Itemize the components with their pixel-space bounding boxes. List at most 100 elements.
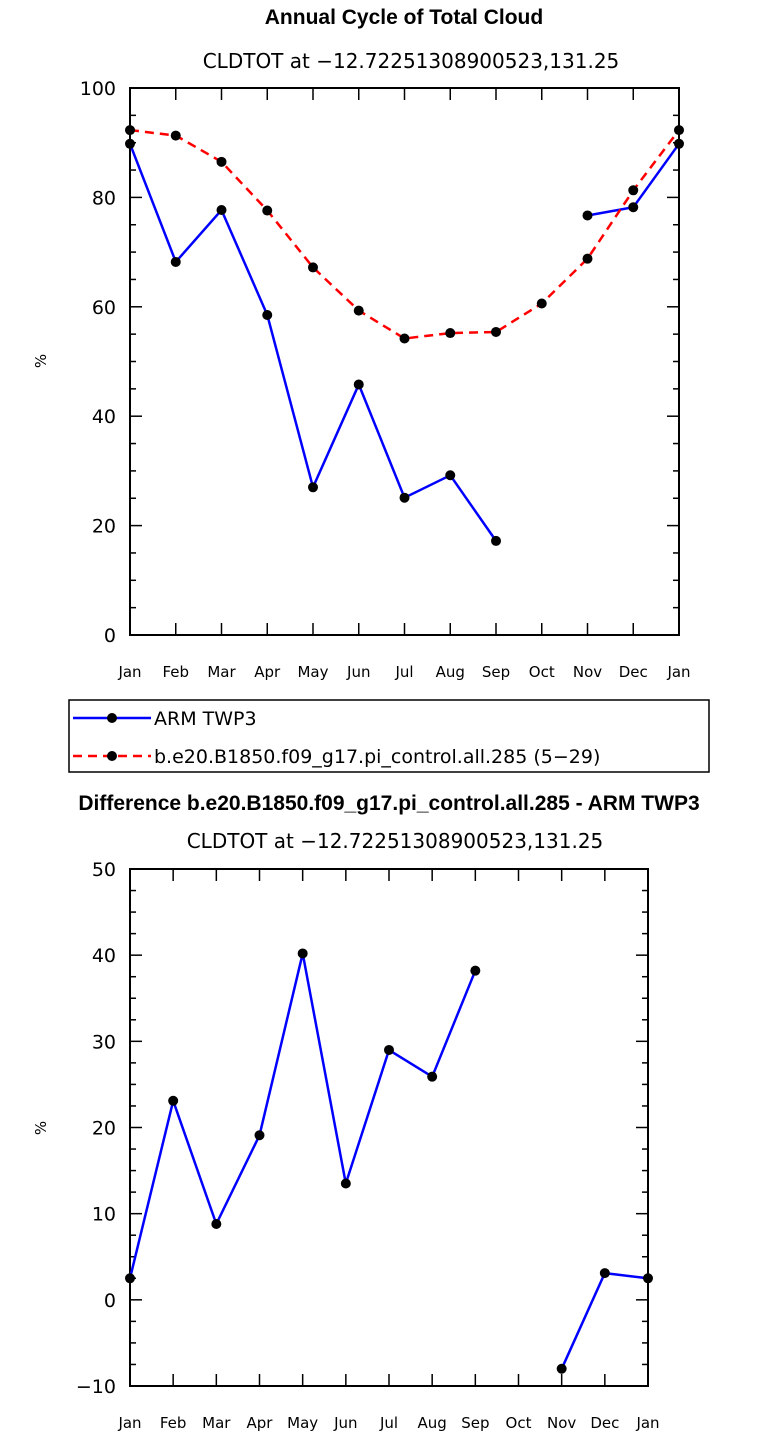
legend-marker-model <box>107 751 117 761</box>
x-tick-label: Apr <box>247 1414 274 1432</box>
data-point <box>125 138 135 149</box>
data-point <box>536 298 547 309</box>
series-group <box>125 948 653 1374</box>
x-tick-label: Jan <box>117 1414 141 1432</box>
data-point <box>170 256 181 267</box>
data-point <box>445 470 456 481</box>
chart-subtitle: CLDTOT at −12.72251308900523,131.25 <box>187 829 604 853</box>
plot-frame <box>129 868 649 1387</box>
data-point <box>628 185 639 196</box>
data-point <box>674 125 684 136</box>
data-point <box>353 379 364 390</box>
x-tick-label: Mar <box>202 1414 231 1432</box>
data-point <box>470 965 481 976</box>
y-tick-label: 60 <box>92 297 116 319</box>
data-point <box>125 1273 135 1284</box>
data-point <box>353 305 364 316</box>
data-point <box>308 262 318 273</box>
data-point <box>399 492 410 503</box>
data-point <box>427 1071 438 1082</box>
data-point <box>582 253 593 264</box>
data-point <box>340 1178 351 1189</box>
x-axis-ticks: Jan Feb Mar Apr May Jun Jul Aug Sep Oct Nov Dec Jan <box>117 88 691 681</box>
x-tick-label: May <box>297 663 328 681</box>
x-tick-label: Oct <box>529 663 555 681</box>
y-tick-label: 0 <box>104 1290 116 1312</box>
y-axis-ticks: −10 0 10 20 30 40 50 <box>76 859 648 1398</box>
chart-difference: Difference b.e20.B1850.f09_g17.pi_contro… <box>32 792 700 1432</box>
chart-title: Annual Cycle of Total Cloud <box>265 6 543 29</box>
y-tick-label: 40 <box>92 945 116 967</box>
y-tick-label: 50 <box>92 859 116 881</box>
y-axis-label: % <box>32 1121 50 1135</box>
series-group <box>125 125 684 546</box>
x-tick-label: Jul <box>379 1414 398 1432</box>
legend-marker-arm <box>107 713 117 723</box>
data-point <box>384 1044 394 1055</box>
data-point <box>445 328 456 339</box>
data-point <box>582 210 593 221</box>
data-point <box>491 326 501 337</box>
data-point <box>262 310 273 321</box>
x-tick-label: Mar <box>207 663 236 681</box>
x-tick-label: Jan <box>666 663 690 681</box>
y-tick-label: 20 <box>92 1118 116 1140</box>
data-point <box>297 948 308 959</box>
data-point <box>168 1095 179 1106</box>
x-tick-label: Nov <box>573 663 602 681</box>
x-tick-label: Sep <box>461 1414 489 1432</box>
x-tick-label: Jun <box>333 1414 357 1432</box>
legend: ARM TWP3 b.e20.B1850.f09_g17.pi_control.… <box>68 699 710 773</box>
data-point <box>170 130 181 141</box>
x-tick-label: Dec <box>619 663 648 681</box>
data-point <box>216 156 227 167</box>
y-tick-label: −10 <box>76 1376 116 1398</box>
legend-label-arm: ARM TWP3 <box>154 708 257 730</box>
x-tick-label: May <box>287 1414 318 1432</box>
chart-title: Difference b.e20.B1850.f09_g17.pi_contro… <box>78 792 699 815</box>
legend-box <box>68 699 710 773</box>
data-point <box>125 125 135 136</box>
x-tick-label: Jan <box>635 1414 659 1432</box>
series-line <box>128 953 477 1279</box>
data-point <box>556 1363 567 1374</box>
y-axis-ticks: 0 20 40 60 80 100 <box>80 78 679 647</box>
data-point <box>254 1130 265 1141</box>
y-tick-label: 0 <box>104 625 116 647</box>
y-axis-label: % <box>32 354 50 368</box>
series-line <box>128 143 498 542</box>
x-tick-label: Oct <box>506 1414 532 1432</box>
data-point <box>399 333 410 344</box>
y-tick-label: 40 <box>92 406 116 428</box>
x-tick-label: Nov <box>547 1414 576 1432</box>
data-point <box>308 482 318 493</box>
x-tick-label: Feb <box>160 1414 187 1432</box>
data-point <box>643 1273 653 1284</box>
x-tick-label: Apr <box>254 663 281 681</box>
data-point <box>599 1268 610 1279</box>
x-tick-label: Feb <box>162 663 189 681</box>
y-tick-label: 30 <box>92 1031 116 1053</box>
data-point <box>628 202 639 213</box>
y-tick-label: 10 <box>92 1204 116 1226</box>
chart-annual-cycle: Annual Cycle of Total Cloud CLDTOT at −1… <box>32 6 691 681</box>
plot-frame <box>129 87 680 636</box>
y-tick-label: 20 <box>92 516 116 538</box>
data-point <box>491 535 501 546</box>
x-axis-ticks: Jan Feb Mar Apr May Jun Jul Aug Sep Oct Nov Dec Jan <box>117 869 660 1432</box>
y-tick-label: 100 <box>80 78 116 100</box>
x-tick-label: Jan <box>117 663 141 681</box>
chart-subtitle: CLDTOT at −12.72251308900523,131.25 <box>203 49 620 73</box>
series-line <box>129 128 680 340</box>
x-tick-label: Aug <box>436 663 465 681</box>
y-tick-label: 80 <box>92 187 116 209</box>
x-tick-label: Sep <box>482 663 510 681</box>
x-tick-label: Jul <box>394 663 413 681</box>
data-point <box>262 205 273 216</box>
x-tick-label: Aug <box>418 1414 447 1432</box>
data-point <box>674 138 684 149</box>
legend-label-model: b.e20.B1850.f09_g17.pi_control.all.285 (… <box>154 746 600 768</box>
x-tick-label: Jun <box>346 663 370 681</box>
data-point <box>216 204 227 215</box>
